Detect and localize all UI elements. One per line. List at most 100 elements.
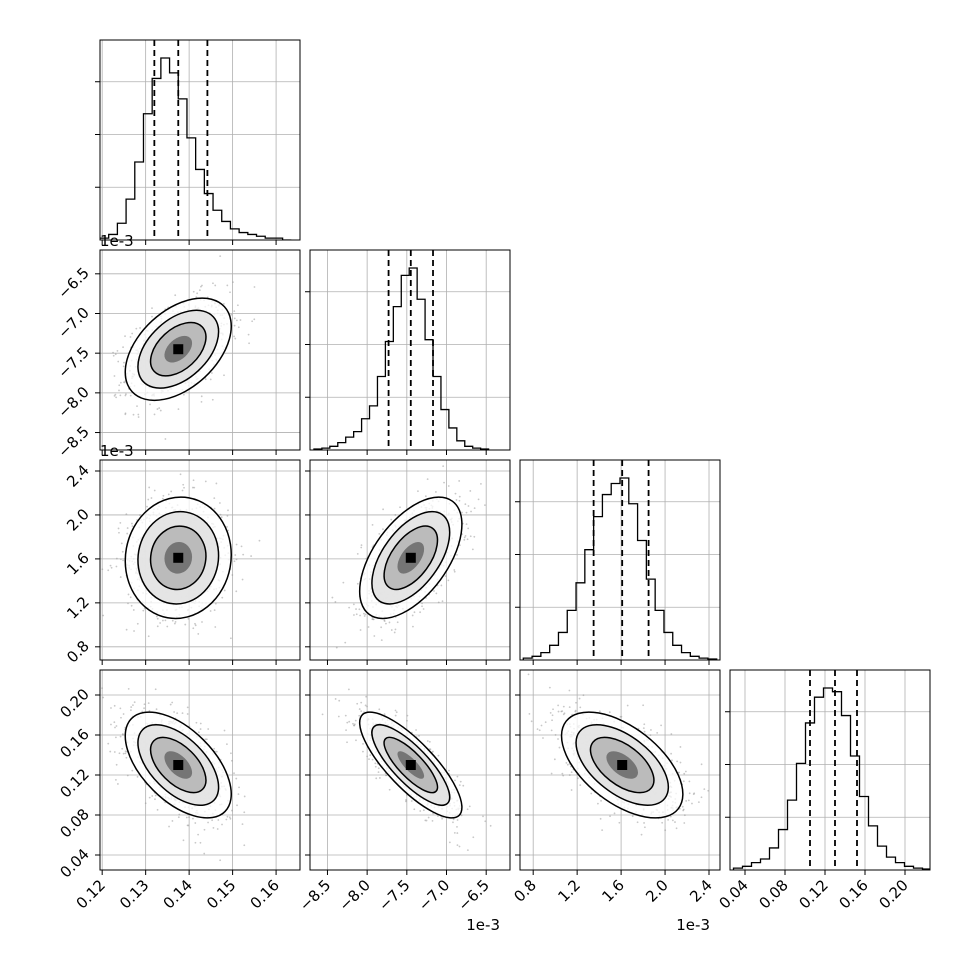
sample-point (114, 778, 117, 781)
histogram-1 (313, 267, 490, 450)
sample-point (115, 725, 118, 727)
sample-point (113, 704, 116, 707)
sample-point (135, 327, 138, 330)
sample-point (96, 623, 98, 625)
sample-point (356, 552, 359, 555)
sample-point (557, 710, 560, 713)
sample-point (130, 604, 133, 607)
panel-frame (99, 669, 301, 871)
sample-point (117, 527, 120, 530)
sample-point (378, 777, 381, 779)
sample-point (390, 518, 393, 521)
sample-point (395, 711, 398, 714)
sample-point (217, 819, 220, 821)
sample-point (575, 701, 577, 704)
sample-point (119, 394, 122, 397)
sample-point (239, 319, 242, 321)
sample-point (371, 523, 374, 526)
sample-point (447, 579, 450, 582)
sample-point (618, 821, 621, 824)
sample-point (176, 712, 179, 715)
sample-point (428, 748, 431, 751)
sample-point (133, 701, 136, 704)
sample-point (682, 809, 685, 812)
sample-point (131, 332, 134, 335)
sample-point (337, 715, 340, 718)
sample-point (374, 765, 377, 768)
sample-point (452, 818, 455, 821)
sample-point (221, 823, 223, 826)
sample-point (226, 525, 228, 528)
sample-point (115, 396, 118, 399)
sample-point (643, 730, 646, 733)
sample-point (203, 852, 206, 855)
sample-point (123, 361, 125, 364)
sample-point (597, 802, 599, 805)
sample-point (367, 626, 370, 628)
sample-point (562, 774, 565, 777)
sample-point (372, 618, 374, 621)
x-tick-label: −6.5 (455, 876, 493, 914)
sample-point (168, 825, 170, 828)
sample-point (419, 810, 422, 812)
y-tick-label: 0.20 (56, 685, 92, 721)
sample-point (201, 621, 203, 623)
sample-point (125, 513, 128, 515)
sample-point (117, 360, 120, 363)
density-peak (173, 344, 184, 355)
sample-point (229, 291, 231, 294)
sample-point (198, 289, 201, 292)
sample-point (132, 609, 135, 611)
sample-point (231, 574, 234, 576)
sample-point (174, 620, 177, 623)
sample-point (174, 294, 177, 297)
sample-point (335, 646, 338, 649)
sample-point (147, 702, 150, 705)
sample-point (200, 400, 203, 403)
y-tick-label: 0.12 (56, 765, 92, 801)
sample-point (151, 307, 153, 310)
sample-point (231, 809, 233, 812)
panel-0-0 (95, 39, 301, 245)
sample-point (102, 614, 105, 617)
sample-point (683, 772, 686, 775)
sample-point (221, 596, 224, 599)
sample-point (131, 769, 134, 772)
sample-point (456, 844, 459, 846)
sample-point (358, 714, 361, 717)
sample-point (119, 381, 122, 384)
density-peak (173, 760, 184, 770)
sample-point (162, 494, 165, 497)
sample-point (124, 750, 127, 753)
sample-point (484, 504, 486, 506)
sample-point (371, 758, 374, 761)
sample-point (120, 542, 123, 545)
sample-point (243, 795, 246, 798)
sample-point (422, 809, 425, 812)
sample-point (342, 581, 345, 584)
sample-point (228, 816, 231, 819)
sample-point (353, 723, 356, 726)
sample-point (366, 705, 368, 708)
sample-point (136, 775, 139, 778)
sample-point (385, 622, 387, 625)
sample-point (171, 701, 174, 704)
sample-point (119, 576, 122, 578)
y-tick-label: −8.0 (54, 383, 92, 421)
x-tick-label: −8.5 (296, 876, 334, 914)
y-tick-label: 2.4 (63, 461, 93, 491)
sample-point (132, 413, 135, 416)
sample-point (455, 499, 458, 501)
sample-point (236, 304, 239, 307)
sample-point (248, 342, 250, 345)
sample-point (355, 613, 358, 616)
sample-point (170, 490, 173, 493)
sample-point (466, 849, 469, 852)
sample-point (570, 789, 573, 791)
sample-point (473, 507, 476, 510)
panel-3-1: −8.5 −8.0 −7.5 −7.0 −6.51e-3 (296, 669, 511, 934)
sample-point (232, 281, 234, 284)
y-tick-label: 0.16 (56, 725, 92, 761)
sample-point (144, 802, 147, 805)
sample-point (195, 721, 198, 724)
